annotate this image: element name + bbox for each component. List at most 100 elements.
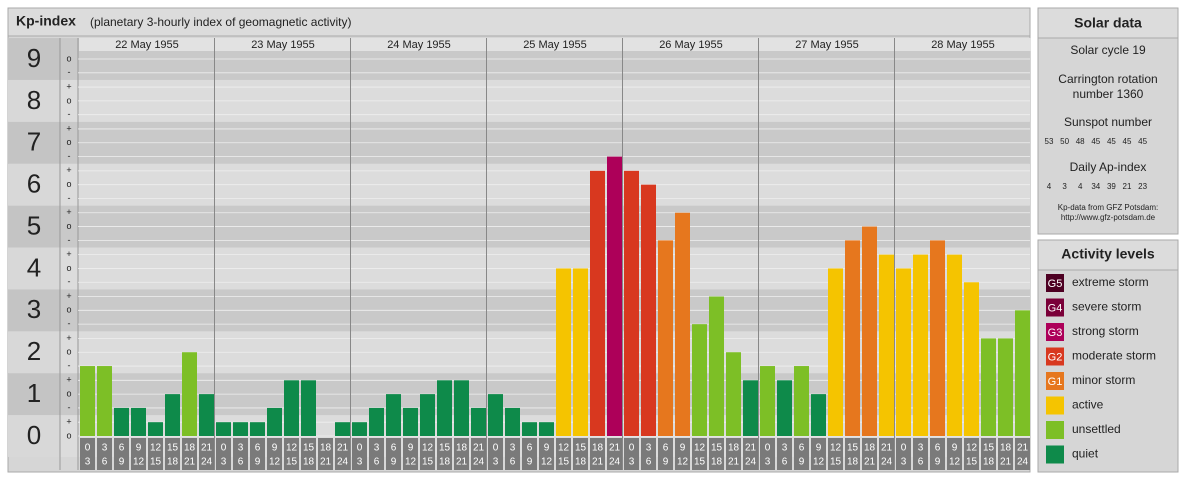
time-start: 9 bbox=[136, 443, 142, 454]
legend-swatch bbox=[1046, 445, 1064, 464]
time-box bbox=[437, 438, 452, 470]
minor-tick-label: - bbox=[68, 360, 71, 370]
bar bbox=[845, 240, 860, 436]
day-header bbox=[895, 38, 1031, 51]
time-start: 15 bbox=[575, 443, 587, 454]
time-box bbox=[862, 438, 877, 470]
time-box bbox=[199, 438, 214, 470]
time-box bbox=[318, 438, 333, 470]
time-box bbox=[590, 438, 605, 470]
label-band bbox=[8, 205, 60, 248]
legend-label: severe storm bbox=[1072, 300, 1141, 314]
legend-code: G1 bbox=[1048, 376, 1063, 388]
time-start: 3 bbox=[782, 443, 788, 454]
time-start: 21 bbox=[609, 443, 621, 454]
time-start: 6 bbox=[799, 443, 805, 454]
time-end: 9 bbox=[119, 457, 125, 468]
time-start: 9 bbox=[816, 443, 822, 454]
y-tick-label: 9 bbox=[27, 43, 41, 73]
time-end: 15 bbox=[286, 457, 298, 468]
time-end: 21 bbox=[592, 457, 604, 468]
label-band bbox=[8, 247, 60, 290]
time-end: 12 bbox=[133, 457, 145, 468]
time-box bbox=[267, 438, 282, 470]
time-start: 3 bbox=[374, 443, 380, 454]
time-end: 12 bbox=[269, 457, 281, 468]
time-box bbox=[420, 438, 435, 470]
time-start: 21 bbox=[881, 443, 893, 454]
minor-tick-label: - bbox=[68, 151, 71, 161]
y-tick-label: 1 bbox=[27, 378, 41, 408]
time-end: 3 bbox=[765, 457, 771, 468]
legend-swatch bbox=[1046, 323, 1064, 341]
day-label: 27 May 1955 bbox=[795, 39, 859, 51]
time-start: 3 bbox=[510, 443, 516, 454]
bar bbox=[488, 394, 503, 436]
time-start: 0 bbox=[85, 443, 91, 454]
legend-swatch bbox=[1046, 396, 1064, 415]
time-box bbox=[777, 438, 792, 470]
bar bbox=[369, 407, 384, 436]
bar bbox=[80, 366, 95, 436]
bar bbox=[981, 338, 996, 436]
source: http://www.gfz-potsdam.de bbox=[1061, 213, 1156, 222]
minor-tick-label: o bbox=[66, 95, 71, 105]
time-end: 9 bbox=[663, 457, 669, 468]
minor-tick-label: - bbox=[68, 235, 71, 245]
bar bbox=[386, 394, 401, 436]
time-start: 12 bbox=[150, 443, 162, 454]
time-start: 6 bbox=[527, 443, 533, 454]
legend-code: G4 bbox=[1048, 302, 1063, 314]
bar bbox=[930, 240, 945, 436]
time-end: 24 bbox=[1017, 457, 1029, 468]
time-box bbox=[692, 438, 707, 470]
minor-tick-label: + bbox=[66, 165, 71, 175]
time-start: 3 bbox=[102, 443, 108, 454]
ap-index: 4 bbox=[1047, 182, 1052, 191]
bar bbox=[879, 254, 894, 436]
time-start: 18 bbox=[320, 443, 332, 454]
time-box bbox=[216, 438, 231, 470]
label-band bbox=[8, 289, 60, 332]
time-start: 9 bbox=[680, 443, 686, 454]
day-header bbox=[487, 38, 623, 51]
legend-label: unsettled bbox=[1072, 422, 1121, 436]
time-end: 21 bbox=[1000, 457, 1012, 468]
ap-index: 23 bbox=[1138, 182, 1147, 191]
bar bbox=[913, 254, 928, 436]
bar bbox=[233, 422, 248, 436]
time-box bbox=[454, 438, 469, 470]
time-start: 9 bbox=[952, 443, 958, 454]
y-tick-label: 3 bbox=[27, 294, 41, 324]
time-start: 21 bbox=[1017, 443, 1029, 454]
bar bbox=[590, 170, 605, 437]
time-box bbox=[675, 438, 690, 470]
bar bbox=[641, 184, 656, 436]
minor-tick-label: + bbox=[66, 375, 71, 385]
bar bbox=[692, 324, 707, 436]
bar bbox=[403, 407, 418, 436]
time-start: 18 bbox=[728, 443, 740, 454]
time-end: 15 bbox=[694, 457, 706, 468]
legend-label: strong storm bbox=[1072, 324, 1139, 338]
time-end: 18 bbox=[983, 457, 995, 468]
day-header bbox=[215, 38, 351, 51]
time-end: 3 bbox=[493, 457, 499, 468]
time-box bbox=[794, 438, 809, 470]
time-start: 6 bbox=[119, 443, 125, 454]
time-end: 9 bbox=[527, 457, 533, 468]
title-bar bbox=[7, 7, 1031, 37]
time-box bbox=[352, 438, 367, 470]
time-start: 12 bbox=[422, 443, 434, 454]
legend-swatch bbox=[1046, 274, 1064, 292]
time-end: 18 bbox=[439, 457, 451, 468]
time-end: 21 bbox=[728, 457, 740, 468]
time-start: 21 bbox=[473, 443, 485, 454]
time-end: 24 bbox=[881, 457, 893, 468]
time-start: 9 bbox=[408, 443, 414, 454]
time-start: 0 bbox=[221, 443, 227, 454]
ap-index: 4 bbox=[1078, 182, 1083, 191]
minor-tick-label: + bbox=[66, 81, 71, 91]
sunspot-title: Sunspot number bbox=[1064, 115, 1152, 129]
time-box bbox=[301, 438, 316, 470]
